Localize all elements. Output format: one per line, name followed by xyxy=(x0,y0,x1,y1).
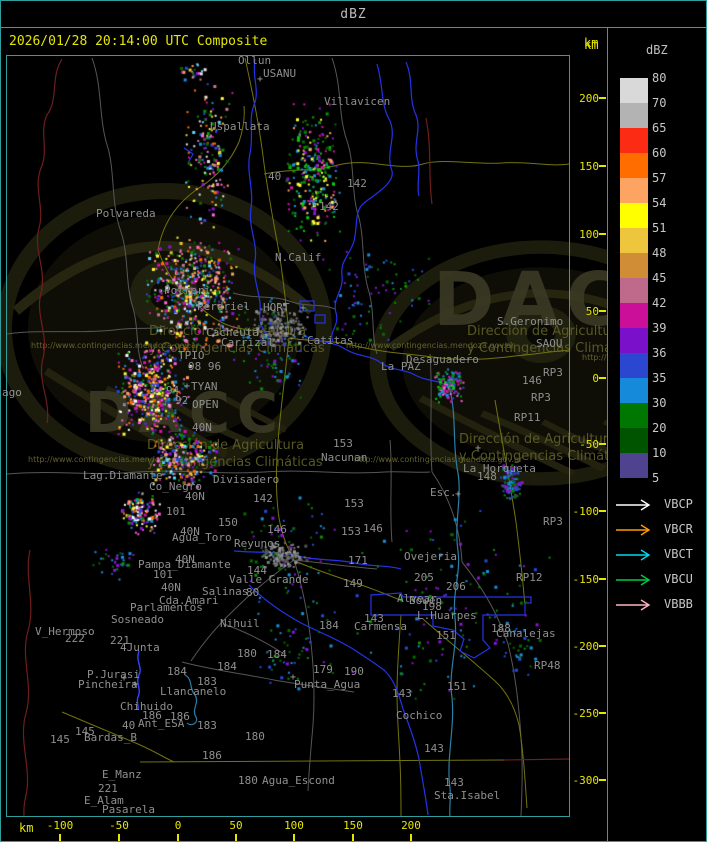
colorbar-block xyxy=(620,153,648,178)
x-tick-label: 0 xyxy=(174,819,182,832)
x-tick-mark xyxy=(59,834,61,841)
sidebar: dBZ 80 70 65 60 57 54 51 48 45 42 39 36 35 30 20 10 5 VB… xyxy=(607,28,706,841)
colorbar-label: 5 xyxy=(652,471,660,485)
legend-arrow-icon xyxy=(616,524,651,536)
legend-item-vbct: VBCT xyxy=(614,546,704,561)
window-title: dBZ xyxy=(340,6,367,22)
y-tick-mark xyxy=(599,165,606,167)
y-tick-label: 0 xyxy=(592,372,599,385)
x-tick-label: 50 xyxy=(229,819,243,832)
x-tick-mark xyxy=(410,834,412,841)
colorbar-block xyxy=(620,353,648,378)
colorbar-block xyxy=(620,178,648,203)
colorbar-label: 60 xyxy=(652,146,667,160)
y-axis: km 200 150 100 50 0 -50 -100 -150 -200 -250 -300 xyxy=(568,28,607,841)
colorbar-label: 20 xyxy=(652,421,667,435)
colorbar-title: dBZ xyxy=(646,43,668,57)
colorbar-label: 65 xyxy=(652,121,667,135)
echo-layer xyxy=(7,56,569,816)
colorbar-block xyxy=(620,303,648,328)
y-tick-mark xyxy=(599,510,606,512)
y-tick-label: -100 xyxy=(572,505,600,518)
legend-item-vbcu: VBCU xyxy=(614,571,704,586)
colorbar-label: 57 xyxy=(652,171,667,185)
legend-item-vbcr: VBCR xyxy=(614,521,704,536)
y-tick-mark xyxy=(599,578,606,580)
colorbar-block xyxy=(620,103,648,128)
title-bar: dBZ xyxy=(1,1,706,28)
x-tick-mark xyxy=(235,834,237,841)
colorbar-block xyxy=(620,453,648,478)
y-tick-label: 50 xyxy=(585,305,599,318)
legend-arrow-icon xyxy=(616,549,651,561)
colorbar-block xyxy=(620,278,648,303)
y-tick-label: -300 xyxy=(572,774,600,787)
legend-arrow-icon xyxy=(616,599,651,611)
colorbar-label: 39 xyxy=(652,321,667,335)
x-tick-mark xyxy=(118,834,120,841)
radar-map xyxy=(6,55,570,817)
colorbar-block xyxy=(620,253,648,278)
legend-label: VBCP xyxy=(664,497,693,511)
colorbar-block xyxy=(620,128,648,153)
y-tick-mark xyxy=(599,97,606,99)
y-axis-unit: km xyxy=(584,36,599,50)
legend-label: VBCR xyxy=(664,522,693,536)
x-tick-mark xyxy=(177,834,179,841)
x-axis-unit: km xyxy=(19,821,34,835)
x-tick-label: 100 xyxy=(284,819,304,832)
x-tick-label: 200 xyxy=(401,819,421,832)
x-tick-label: -50 xyxy=(109,819,129,832)
y-tick-label: -250 xyxy=(572,707,600,720)
timestamp: 2026/01/28 20:14:00 UTC Composite xyxy=(9,34,268,49)
legend-label: VBCU xyxy=(664,572,693,586)
colorbar-label: 48 xyxy=(652,246,667,260)
legend-item-vbbb: VBBB xyxy=(614,596,704,611)
colorbar-block xyxy=(620,78,648,103)
y-tick-label: -200 xyxy=(572,640,600,653)
y-tick-mark xyxy=(599,310,606,312)
y-tick-label: 150 xyxy=(579,160,599,173)
y-tick-mark xyxy=(599,443,606,445)
y-tick-mark xyxy=(599,645,606,647)
legend-item-vbcp: VBCP xyxy=(614,496,704,511)
legend-label: VBCT xyxy=(664,547,693,561)
colorbar-block xyxy=(620,428,648,453)
x-axis: km -100 -50 0 50 100 150 200 xyxy=(1,815,607,841)
colorbar-label: 35 xyxy=(652,371,667,385)
y-tick-mark xyxy=(599,712,606,714)
x-tick-mark xyxy=(352,834,354,841)
x-tick-label: -100 xyxy=(46,819,74,832)
colorbar-block xyxy=(620,403,648,428)
colorbar-label: 30 xyxy=(652,396,667,410)
x-tick-mark xyxy=(293,834,295,841)
colorbar-label: 80 xyxy=(652,71,667,85)
legend-arrow-icon xyxy=(616,574,651,586)
x-tick-label: 150 xyxy=(343,819,363,832)
y-tick-mark xyxy=(599,377,606,379)
y-tick-mark xyxy=(599,779,606,781)
colorbar-block xyxy=(620,378,648,403)
colorbar-label: 54 xyxy=(652,196,667,210)
y-tick-label: 100 xyxy=(579,228,599,241)
y-tick-label: -50 xyxy=(579,438,599,451)
colorbar-label: 36 xyxy=(652,346,667,360)
y-axis-unit-top: km xyxy=(584,38,599,52)
colorbar-label: 45 xyxy=(652,271,667,285)
legend-label: VBBB xyxy=(664,597,693,611)
colorbar-block xyxy=(620,203,648,228)
legend-arrow-icon xyxy=(616,499,651,511)
y-tick-mark xyxy=(599,233,606,235)
colorbar-label: 10 xyxy=(652,446,667,460)
colorbar-label: 42 xyxy=(652,296,667,310)
colorbar-label: 51 xyxy=(652,221,667,235)
colorbar-block xyxy=(620,328,648,353)
colorbar-block xyxy=(620,228,648,253)
header-row: 2026/01/28 20:14:00 UTC Composite km xyxy=(1,28,607,55)
colorbar-label: 70 xyxy=(652,96,667,110)
y-tick-label: 200 xyxy=(579,92,599,105)
y-tick-label: -150 xyxy=(572,573,600,586)
